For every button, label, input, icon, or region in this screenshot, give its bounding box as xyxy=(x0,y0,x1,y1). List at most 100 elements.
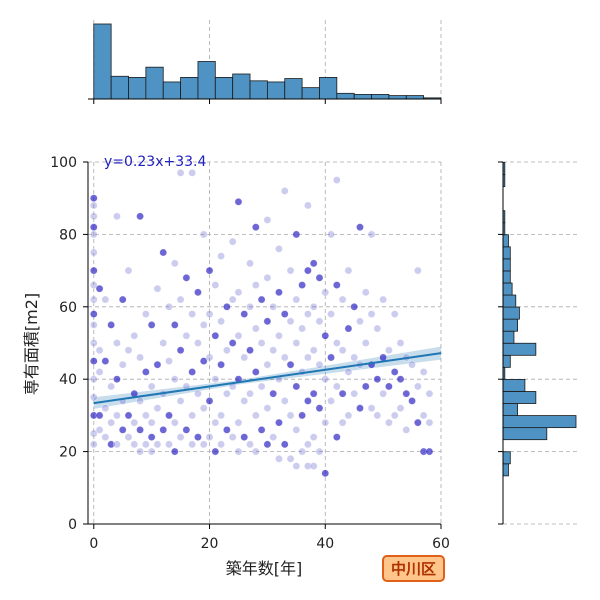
x-tick-label: 20 xyxy=(201,536,219,552)
scatter-point xyxy=(170,447,179,456)
scatter-point xyxy=(251,368,260,376)
scatter-point xyxy=(182,425,191,434)
scatter-point xyxy=(275,418,283,427)
scatter-point xyxy=(298,324,307,333)
scatter-point xyxy=(280,310,289,318)
y-tick-label: 100 xyxy=(50,155,77,171)
scatter-point xyxy=(251,447,260,456)
scatter-point xyxy=(251,411,260,420)
scatter-point xyxy=(315,273,324,282)
scatter-point xyxy=(257,425,266,434)
scatter-point xyxy=(275,331,283,340)
scatter-point xyxy=(286,360,295,369)
scatter-point xyxy=(89,320,98,329)
scatter-point xyxy=(344,368,353,376)
scatter-point xyxy=(188,368,197,376)
scatter-point xyxy=(89,429,98,438)
scatter-point xyxy=(89,223,98,232)
scatter-point xyxy=(147,320,156,329)
scatter-point xyxy=(159,248,168,257)
scatter-point xyxy=(130,331,139,340)
regression-equation: y=0.23x+33.4 xyxy=(104,154,206,170)
y-marginal-histogram xyxy=(498,161,580,525)
x-hist-bar xyxy=(162,81,181,100)
scatter-point xyxy=(338,295,347,304)
scatter-point xyxy=(292,382,301,391)
scatter-point xyxy=(425,389,434,398)
scatter-point xyxy=(327,310,335,318)
scatter-point xyxy=(107,382,116,391)
y-hist-bar xyxy=(502,415,577,429)
x-hist-bar xyxy=(405,95,425,100)
scatter-point xyxy=(269,389,278,398)
scatter-point xyxy=(379,295,388,304)
scatter-point xyxy=(176,346,185,355)
scatter-point xyxy=(385,346,393,355)
scatter-point xyxy=(217,252,225,261)
scatter-point xyxy=(147,433,156,442)
scatter-point xyxy=(240,433,249,442)
scatter-point xyxy=(361,339,370,347)
scatter-point xyxy=(136,425,144,434)
y-tick-label: 80 xyxy=(59,227,77,243)
scatter-point xyxy=(332,339,341,347)
scatter-point xyxy=(113,339,121,347)
scatter-point xyxy=(217,440,225,449)
scatter-point xyxy=(176,397,185,405)
x-hist-bar xyxy=(371,94,390,100)
y-hist-bar xyxy=(502,282,513,296)
scatter-point xyxy=(136,397,144,405)
axes: 0 20 40 60 0 20 40 60 80 100 xyxy=(50,155,450,552)
scatter-point xyxy=(124,433,133,442)
scatter-point xyxy=(321,331,330,340)
scatter-point xyxy=(292,295,301,304)
scatter-point xyxy=(101,357,110,365)
scatter-point xyxy=(234,447,243,456)
scatter-point xyxy=(199,357,208,365)
scatter-point xyxy=(176,168,185,177)
scatter-point xyxy=(141,411,150,420)
scatter-point xyxy=(124,346,133,355)
scatter-point xyxy=(194,288,202,297)
x-hist-bar xyxy=(93,23,112,100)
scatter-point xyxy=(205,310,214,318)
scatter-point xyxy=(165,302,173,311)
scatter-point xyxy=(327,397,335,405)
scatter-point xyxy=(338,346,347,355)
scatter-point xyxy=(350,302,359,311)
scatter-point xyxy=(263,404,272,413)
scatter-point xyxy=(89,248,98,257)
y-axis-title: 専有面積[m2] xyxy=(22,293,41,395)
scatter-point xyxy=(298,447,307,456)
scatter-point xyxy=(309,462,318,470)
scatter-point xyxy=(286,317,295,326)
scatter-point xyxy=(182,331,191,340)
scatter-point xyxy=(234,331,243,340)
scatter-point xyxy=(89,212,98,221)
x-hist-bar xyxy=(266,81,286,100)
scatter-point xyxy=(199,230,208,239)
scatter-point xyxy=(361,288,370,297)
scatter-point xyxy=(344,266,353,275)
scatter-point xyxy=(130,418,139,427)
scatter-point xyxy=(89,295,98,304)
y-hist-bar xyxy=(502,451,511,465)
scatter-point xyxy=(356,223,364,232)
scatter-point xyxy=(304,310,312,318)
y-hist-bar xyxy=(502,270,511,284)
x-tick-label: 0 xyxy=(89,536,98,552)
scatter-point xyxy=(89,375,98,384)
scatter-point xyxy=(176,295,185,304)
scatter-point xyxy=(396,339,405,347)
x-hist-bar xyxy=(301,87,320,100)
scatter-point xyxy=(199,404,208,413)
scatter-point xyxy=(228,339,237,347)
scatter-point xyxy=(165,440,173,449)
x-tick-label: 60 xyxy=(432,536,450,552)
scatter-point xyxy=(170,320,179,329)
x-hist-bar xyxy=(249,80,268,100)
scatter-point xyxy=(286,454,295,463)
x-hist-bar xyxy=(319,77,338,100)
scatter-point xyxy=(124,411,133,420)
scatter-point xyxy=(332,382,341,391)
